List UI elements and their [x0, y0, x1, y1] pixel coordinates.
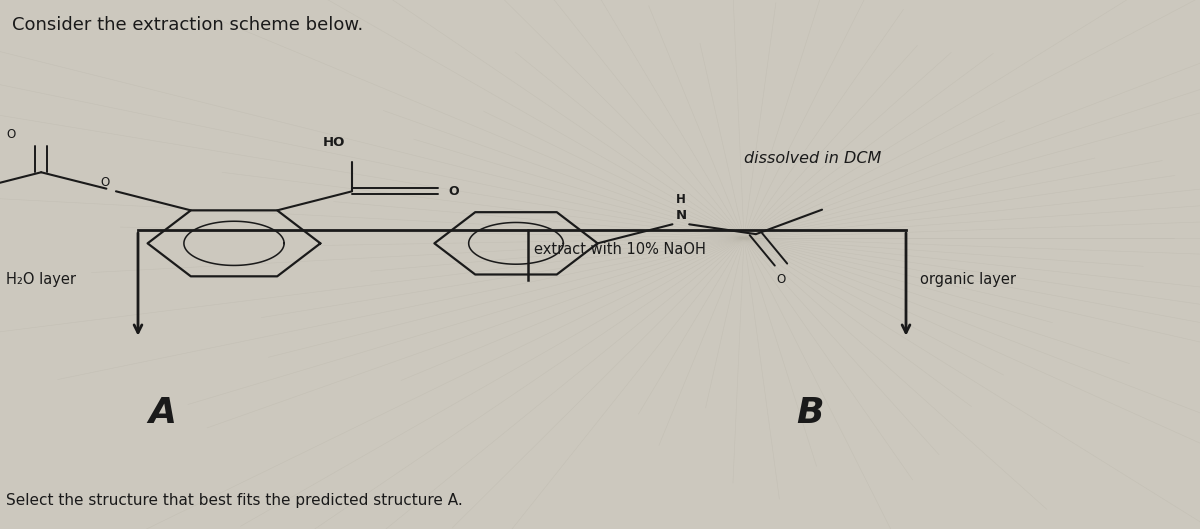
- Text: O: O: [6, 129, 16, 141]
- Text: Consider the extraction scheme below.: Consider the extraction scheme below.: [12, 16, 364, 34]
- Text: O: O: [101, 176, 110, 189]
- Text: HO: HO: [323, 136, 346, 149]
- Text: organic layer: organic layer: [920, 271, 1016, 287]
- Text: extract with 10% NaOH: extract with 10% NaOH: [534, 242, 706, 258]
- Text: O: O: [776, 272, 786, 286]
- Text: H₂O layer: H₂O layer: [6, 271, 76, 287]
- Text: B: B: [797, 396, 823, 430]
- Text: N: N: [676, 208, 688, 222]
- Text: A: A: [148, 396, 176, 430]
- Text: O: O: [448, 185, 458, 198]
- Text: H: H: [676, 193, 686, 206]
- Text: Select the structure that best fits the predicted structure A.: Select the structure that best fits the …: [6, 493, 463, 508]
- Text: dissolved in DCM: dissolved in DCM: [744, 151, 881, 166]
